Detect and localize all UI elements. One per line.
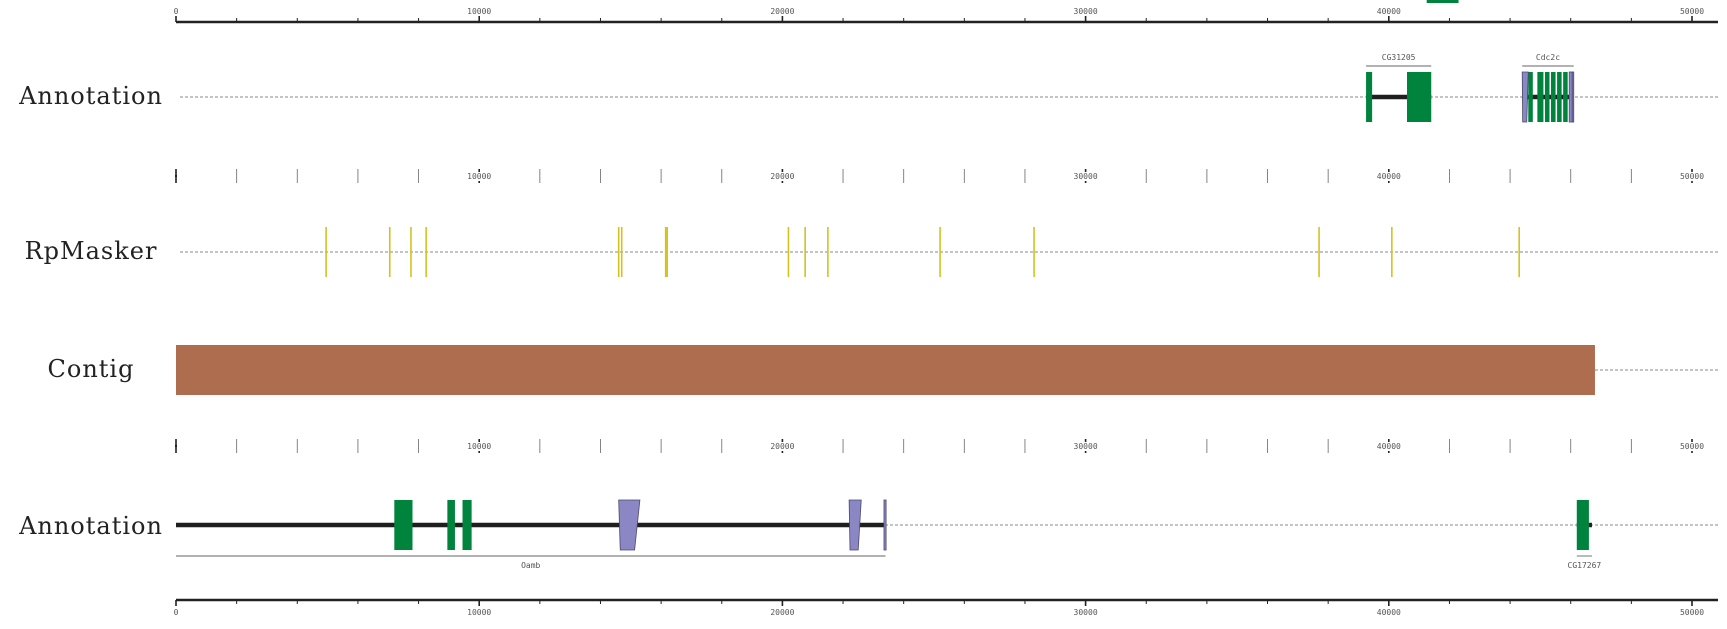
track-label-contig: Contig bbox=[48, 355, 135, 383]
gene-name-label: Cdc2c bbox=[1536, 53, 1560, 62]
gene-utr bbox=[848, 499, 862, 551]
ruler-tick-label: 40000 bbox=[1377, 7, 1401, 16]
gene-name-label: CG17267 bbox=[1568, 561, 1602, 570]
gene-utr bbox=[1571, 71, 1575, 123]
gene-cdc2c: Cdc2c bbox=[1521, 53, 1575, 123]
gene-cg31205: CG31205 bbox=[1366, 53, 1432, 122]
gene-utr bbox=[883, 499, 887, 551]
ruler-tick-label: 20000 bbox=[770, 608, 794, 617]
ruler-annotation-bottom: 10000 20000 30000 40000 50000 bbox=[175, 439, 1708, 453]
ruler-tick-label: 20000 bbox=[770, 442, 794, 451]
gene-name-label: CG31205 bbox=[1382, 53, 1416, 62]
ruler-label-backdrop bbox=[463, 172, 496, 181]
ruler-label-backdrop bbox=[1372, 172, 1405, 181]
ruler-tick-label: 40000 bbox=[1377, 608, 1401, 617]
ruler-tick-label: 50000 bbox=[1680, 608, 1704, 617]
ruler-label-backdrop bbox=[1676, 172, 1708, 181]
gene-utr bbox=[1568, 71, 1573, 123]
gene-cg17267: CG17267 bbox=[1568, 500, 1602, 570]
ruler-label-backdrop bbox=[766, 172, 799, 181]
track-annotation-bottom: Oamb CG17267 bbox=[176, 499, 1718, 570]
ruler-tick-label: 50000 bbox=[1680, 7, 1704, 16]
gene-exon bbox=[394, 500, 413, 550]
ruler-tick-label: 30000 bbox=[1074, 608, 1098, 617]
track-contig bbox=[176, 345, 1718, 395]
bottom-ruler: 0 10000 20000 30000 40000 50000 bbox=[174, 598, 1718, 617]
gene-exon bbox=[462, 500, 472, 550]
ruler-repeats: 10000 20000 30000 40000 50000 bbox=[175, 169, 1708, 183]
ruler-tick-label: 50000 bbox=[1680, 172, 1704, 181]
gene-exon bbox=[1406, 72, 1432, 122]
track-label-annotation-top: Annotation bbox=[18, 82, 163, 110]
gene-exon bbox=[1544, 72, 1550, 122]
gene-exon bbox=[1576, 500, 1589, 550]
ruler-tick-label: 40000 bbox=[1377, 442, 1401, 451]
ruler-tick-label: 10000 bbox=[467, 608, 491, 617]
ruler-label-backdrop bbox=[1069, 172, 1102, 181]
gene-exon bbox=[1551, 72, 1556, 122]
gene-exon bbox=[1557, 72, 1562, 122]
ruler-tick-label: 10000 bbox=[467, 442, 491, 451]
ruler-tick-label: 20000 bbox=[770, 7, 794, 16]
gene-utr bbox=[1521, 71, 1529, 123]
contig-bar bbox=[176, 345, 1595, 395]
ruler-tick-label: 0 bbox=[174, 7, 179, 16]
gene-oamb: Oamb bbox=[176, 499, 887, 570]
track-label-annotation-bottom: Annotation bbox=[18, 512, 163, 540]
top-ruler: 0 10000 20000 30000 40000 50000 bbox=[174, 0, 1718, 24]
overflow-exon bbox=[1426, 0, 1459, 3]
ruler-tick-label: 0 bbox=[174, 608, 179, 617]
ruler-tick-label: 10000 bbox=[467, 7, 491, 16]
track-label-rpmasker: RpMasker bbox=[25, 237, 158, 265]
gene-utr bbox=[618, 499, 641, 551]
gene-exon bbox=[1537, 72, 1544, 122]
ruler-tick-label: 30000 bbox=[1074, 442, 1098, 451]
ruler-tick-label: 10000 bbox=[467, 172, 491, 181]
gene-name-label: Oamb bbox=[521, 561, 540, 570]
ruler-label-backdrop bbox=[766, 442, 799, 451]
track-repeats bbox=[180, 227, 1718, 277]
ruler-label-backdrop bbox=[1372, 442, 1405, 451]
ruler-tick-label: 40000 bbox=[1377, 172, 1401, 181]
ruler-label-backdrop bbox=[1676, 442, 1708, 451]
gene-exon bbox=[1528, 72, 1533, 122]
ruler-tick-label: 30000 bbox=[1074, 172, 1098, 181]
track-annotation-top: CG31205 Cdc2c bbox=[180, 53, 1718, 123]
ruler-tick-label: 30000 bbox=[1074, 7, 1098, 16]
gene-exon bbox=[447, 500, 455, 550]
ruler-label-backdrop bbox=[1069, 442, 1102, 451]
ruler-label-backdrop bbox=[463, 442, 496, 451]
ruler-tick-label: 20000 bbox=[770, 172, 794, 181]
gene-exon bbox=[1366, 72, 1373, 122]
ruler-tick-label: 50000 bbox=[1680, 442, 1704, 451]
gene-exon bbox=[1563, 72, 1568, 122]
